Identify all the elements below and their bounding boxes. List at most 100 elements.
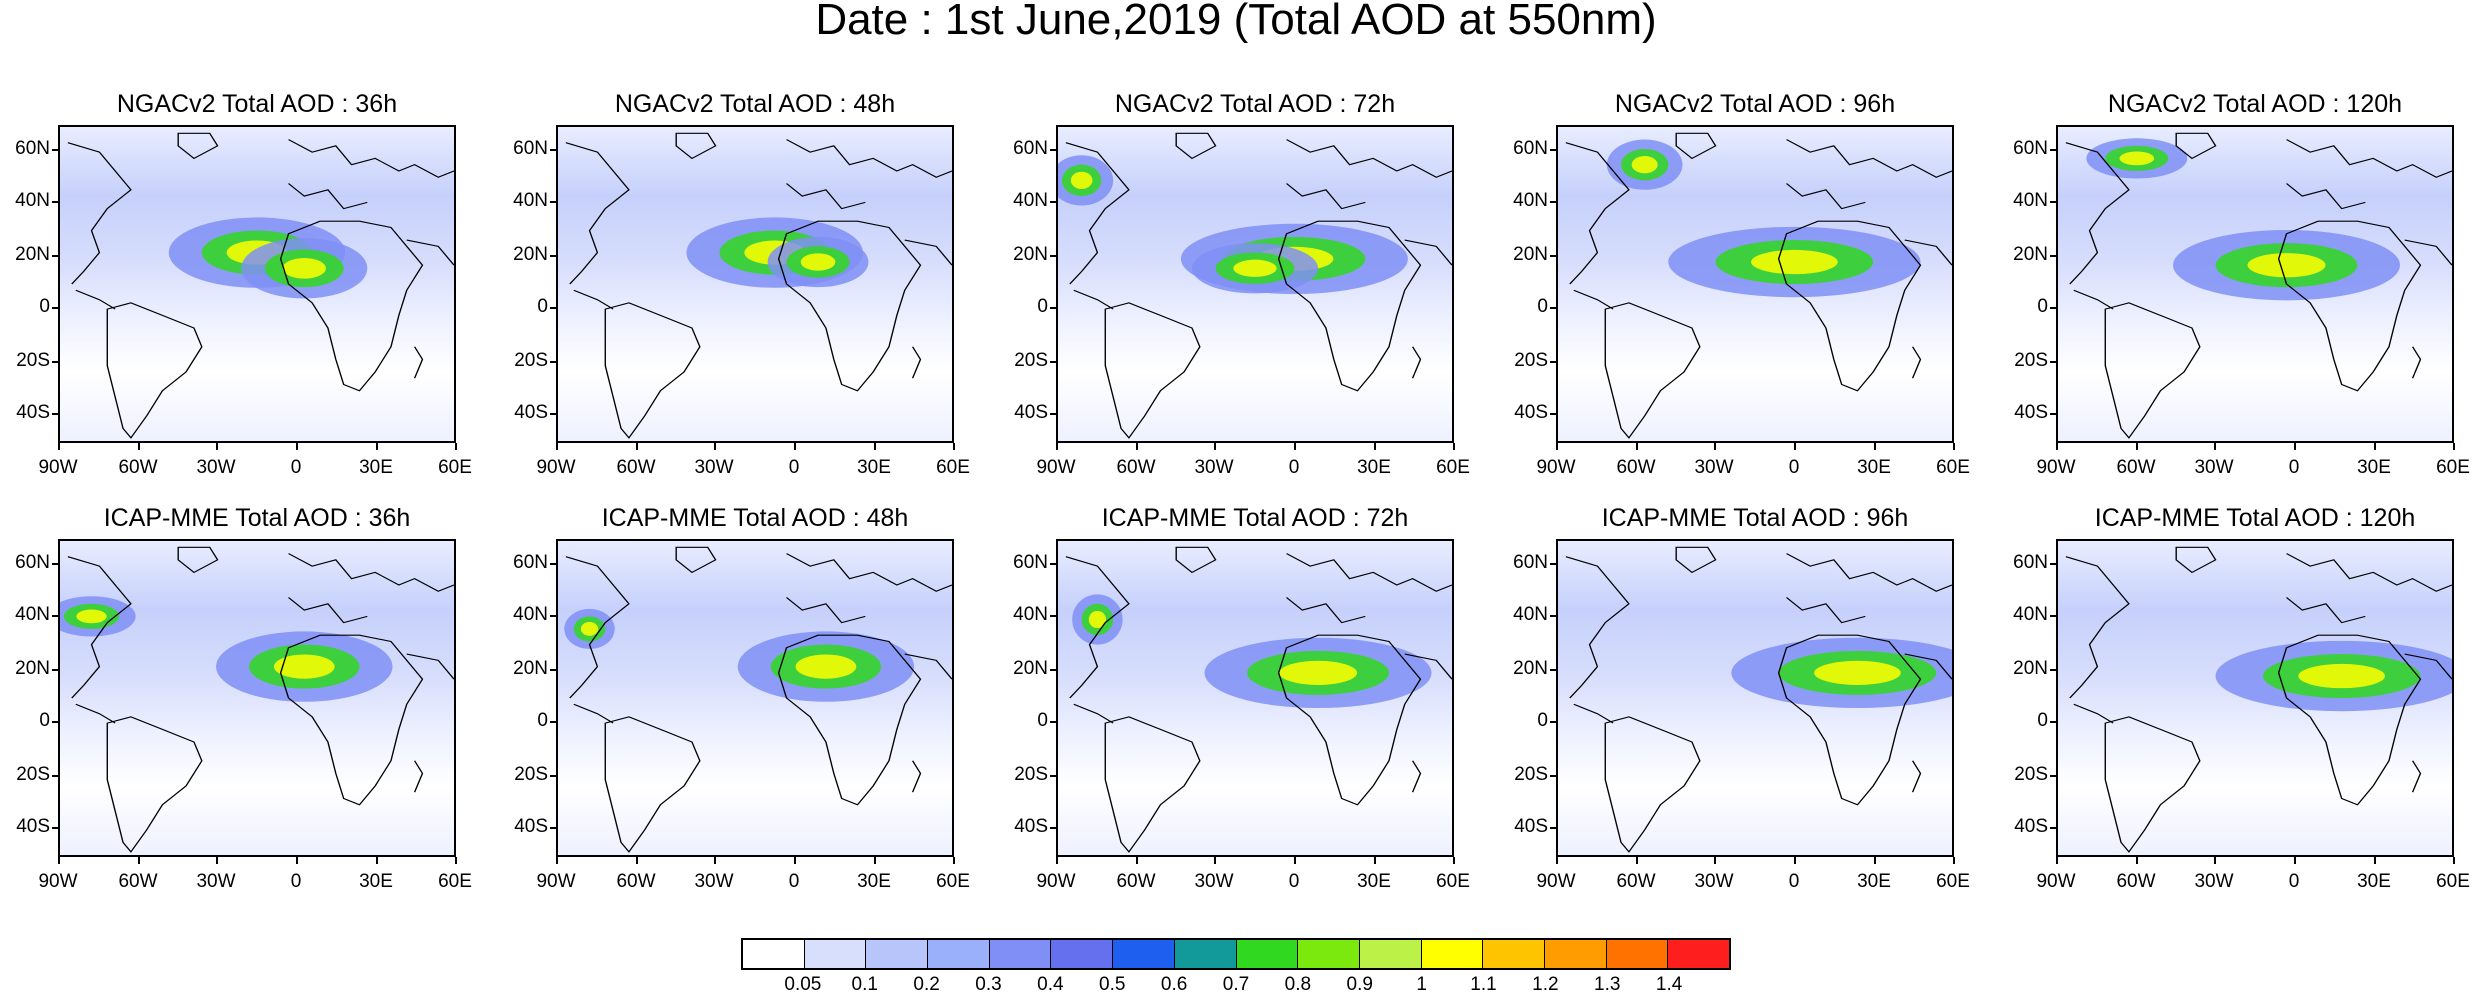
coastline	[1565, 142, 1630, 285]
colorbar-label: 1.3	[1594, 974, 1621, 995]
lat-tick	[2050, 615, 2056, 617]
coastline	[1786, 597, 1866, 624]
colorbar-label: 1.2	[1532, 974, 1559, 995]
lon-tick	[1636, 443, 1638, 450]
lon-tick	[455, 857, 457, 864]
lon-tick	[1714, 443, 1716, 450]
aod-plume	[580, 622, 599, 636]
coastline	[1286, 183, 1366, 210]
lon-tick	[874, 443, 876, 450]
coastline	[1411, 760, 1422, 793]
lon-tick	[1453, 857, 1455, 864]
lat-tick	[2050, 827, 2056, 829]
latitude-label: 20N	[513, 658, 548, 679]
coastline	[1911, 760, 1922, 793]
latitude-label: 60N	[15, 552, 50, 573]
longitude-label: 90W	[2036, 871, 2076, 892]
aod-plume	[2247, 253, 2326, 278]
longitude-label: 30E	[857, 457, 891, 478]
map-panel: NGACv2 Total AOD : 120h 60N 40N 20N 0 20S 40S 9…	[1998, 90, 2470, 510]
colorbar-label: 1.1	[1470, 974, 1497, 995]
latitude-label: 40N	[2013, 190, 2048, 211]
latitude-label: 40S	[514, 402, 548, 423]
longitude-label: 90W	[1036, 457, 1076, 478]
lon-tick	[1374, 857, 1376, 864]
lon-tick	[1056, 443, 1058, 450]
coastline	[2065, 556, 2130, 699]
longitude-label: 60W	[1616, 871, 1656, 892]
map-layer	[1565, 132, 1952, 439]
longitude-label: 30W	[196, 871, 236, 892]
longitude-label: 60E	[1436, 871, 1470, 892]
longitude-label: 90W	[38, 871, 78, 892]
latitude-label: 20S	[1514, 350, 1548, 371]
lat-tick	[52, 307, 58, 309]
coastline	[2175, 546, 2217, 574]
coastline	[675, 132, 717, 160]
lat-tick	[1050, 721, 1056, 723]
lon-tick	[2056, 857, 2058, 864]
lon-tick	[455, 443, 457, 450]
lon-tick	[296, 443, 298, 450]
coastline	[1411, 346, 1422, 379]
longitude-label: 0	[1288, 457, 1300, 478]
lon-tick	[1136, 857, 1138, 864]
coastline	[177, 132, 219, 160]
longitude-label: 0	[290, 871, 302, 892]
lon-tick	[216, 443, 218, 450]
coastline	[1565, 556, 1630, 699]
longitude-label: 60W	[2116, 457, 2156, 478]
coastline	[288, 553, 454, 592]
lon-tick	[58, 857, 60, 864]
lat-tick	[2050, 255, 2056, 257]
aod-map	[1556, 539, 1954, 857]
lat-tick	[1550, 307, 1556, 309]
longitude-label: 30W	[2194, 457, 2234, 478]
lat-tick	[52, 201, 58, 203]
colorbar-swatch	[1668, 940, 1729, 968]
map-layer	[564, 546, 952, 853]
latitude-label: 20S	[2014, 350, 2048, 371]
lon-tick	[138, 857, 140, 864]
panel-title: NGACv2 Total AOD : 96h	[1614, 90, 1896, 118]
latitude-label: 0	[2037, 710, 2048, 731]
lat-tick	[52, 255, 58, 257]
lon-tick	[1056, 857, 1058, 864]
longitude-label: 90W	[1536, 871, 1576, 892]
colorbar	[741, 938, 1731, 970]
lon-tick	[1294, 443, 1296, 450]
lat-tick	[550, 827, 556, 829]
colorbar-swatch	[743, 940, 805, 968]
longitude-label: 0	[2288, 457, 2300, 478]
latitude-label: 20N	[1013, 244, 1048, 265]
coastline	[2104, 716, 2201, 853]
latitude-label: 0	[537, 710, 548, 731]
lat-tick	[550, 361, 556, 363]
lon-tick	[2214, 857, 2216, 864]
colorbar-label: 0.7	[1222, 974, 1250, 995]
longitude-label: 0	[788, 871, 800, 892]
latitude-label: 60N	[1013, 552, 1048, 573]
lon-tick	[1556, 857, 1558, 864]
longitude-label: 30E	[1357, 457, 1391, 478]
longitude-label: 60W	[616, 871, 656, 892]
aod-map	[556, 125, 954, 443]
lat-tick	[1050, 669, 1056, 671]
longitude-label: 60E	[1436, 457, 1470, 478]
panel-title: ICAP-MME Total AOD : 96h	[1601, 504, 1909, 532]
lon-tick	[376, 443, 378, 450]
lat-tick	[1050, 775, 1056, 777]
longitude-label: 30E	[1857, 457, 1891, 478]
map-panel: NGACv2 Total AOD : 96h 60N 40N 20N 0 20S 40S 90…	[1498, 90, 1970, 510]
lat-tick	[1550, 669, 1556, 671]
longitude-label: 30W	[2194, 871, 2234, 892]
lon-tick	[376, 857, 378, 864]
longitude-label: 60W	[118, 457, 158, 478]
coastline	[1675, 132, 1717, 160]
coastline	[2411, 346, 2422, 379]
longitude-label: 60E	[1936, 457, 1970, 478]
aod-map	[58, 125, 456, 443]
coastline	[786, 597, 866, 624]
lon-tick	[1214, 443, 1216, 450]
coastline	[1786, 553, 1952, 592]
